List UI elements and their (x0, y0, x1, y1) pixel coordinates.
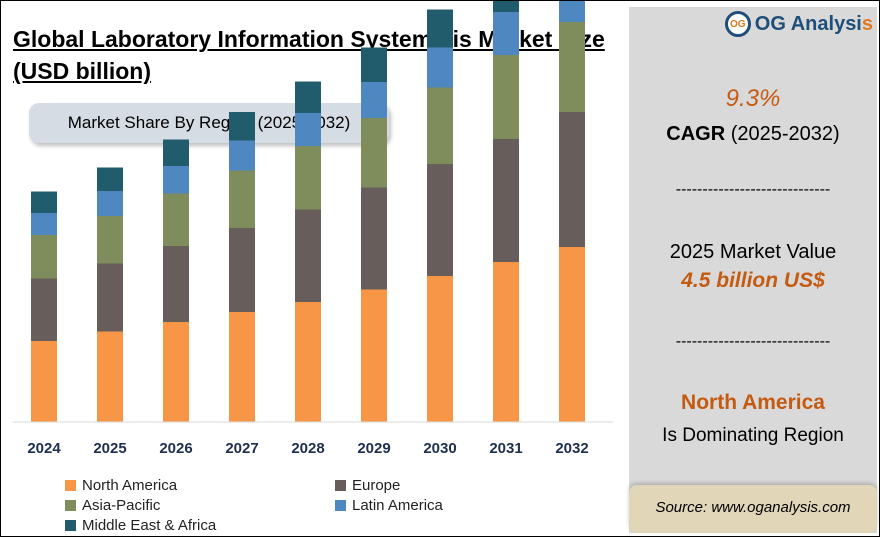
x-tick-label-2026: 2026 (159, 440, 192, 457)
chart-subtitle-badge: Market Share By Region (2025-2032) (29, 103, 389, 143)
bar-segment-2028-north-america (295, 302, 321, 422)
bar-segment-2031-north-america (493, 262, 519, 422)
bar-segment-2026-europe (163, 246, 189, 322)
logo-wordmark: OG Analysis (755, 13, 873, 36)
bar-segment-2025-europe (97, 263, 123, 332)
logo-name-main: OG Analysi (754, 12, 862, 35)
x-tick-label-2027: 2027 (225, 440, 258, 457)
market-value-label: 2025 Market Value (669, 241, 837, 263)
legend-swatch (65, 500, 76, 511)
bar-segment-2025-middle-east-africa (97, 167, 123, 191)
legend-label: Asia-Pacific (82, 497, 161, 514)
x-tick-label-2028: 2028 (291, 440, 324, 457)
logo-mark-icon: OG (724, 11, 751, 37)
bar-segment-2025-north-america (97, 331, 123, 422)
bar-segment-2027-middle-east-africa (229, 112, 255, 141)
x-tick-label-2029: 2029 (357, 440, 390, 457)
bar-segment-2024-middle-east-africa (31, 191, 57, 213)
legend-label: North America (82, 477, 178, 494)
x-tick-label-2024: 2024 (27, 440, 61, 457)
bar-segment-2026-middle-east-africa (163, 139, 189, 166)
bar-segment-2027-europe (229, 228, 255, 312)
bar-segment-2027-north-america (229, 312, 255, 422)
bar-segment-2024-europe (31, 278, 57, 341)
cagr-label: CAGR (666, 123, 726, 145)
cagr-value: 9.3% (725, 85, 781, 112)
source-note: Source: www.oganalysis.com (629, 485, 877, 533)
logo-name-accent: s (861, 12, 873, 35)
legend-item-north-america: North America (65, 477, 177, 494)
x-tick-label-2025: 2025 (93, 440, 126, 457)
bar-segment-2032-north-america (559, 247, 585, 422)
legend-item-latin-america: Latin America (335, 497, 443, 514)
stacked-bar-chart: 2024 2025 2026 2027 2028 2029 2030 2031 2032 (13, 1, 613, 457)
x-tick-label-2032: 2032 (555, 440, 588, 457)
bar-segment-2028-asia-pacific (295, 146, 321, 210)
bar-segment-2026-asia-pacific (163, 193, 189, 246)
bar-segment-2029-europe (361, 187, 387, 290)
legend-swatch (65, 520, 76, 531)
cagr-period: (2025-2032) (730, 123, 840, 145)
bar-segment-2025-latin-america (97, 191, 123, 216)
bar-segment-2025-asia-pacific (97, 216, 123, 264)
legend-label: Latin America (352, 497, 443, 514)
legend-swatch (65, 480, 76, 491)
bar-segment-2029-asia-pacific (361, 118, 387, 188)
summary-panel: OG OG Analysis 9.3% CAGR (2025-2032) ---… (629, 7, 877, 533)
bar-segment-2030-north-america (427, 276, 453, 422)
dominant-note: Is Dominating Region (662, 425, 844, 446)
bar-segment-2028-middle-east-africa (295, 81, 321, 113)
divider-bottom: ----------------------------- (675, 333, 831, 350)
legend-swatch (335, 480, 346, 491)
bar-segment-2032-asia-pacific (559, 22, 585, 112)
bar-segment-2031-middle-east-africa (493, 1, 519, 12)
dominant-region: North America (681, 391, 825, 414)
bar-segment-2028-europe (295, 209, 321, 302)
bar-segment-2026-latin-america (163, 166, 189, 194)
bar-segment-2027-asia-pacific (229, 170, 255, 228)
bar-segment-2030-latin-america (427, 47, 453, 88)
divider-top: ----------------------------- (675, 181, 831, 198)
bar-segment-2024-north-america (31, 341, 57, 422)
legend-item-asia-pacific: Asia-Pacific (65, 497, 160, 514)
cagr-line: CAGR (2025-2032) (629, 123, 877, 146)
x-tick-label-2031: 2031 (489, 440, 522, 457)
legend-item-middle-east-africa: Middle East & Africa (65, 517, 216, 534)
bar-segment-2029-latin-america (361, 82, 387, 118)
market-value: 4.5 billion US$ (681, 269, 825, 292)
bar-segment-2029-middle-east-africa (361, 47, 387, 82)
bar-segment-2028-latin-america (295, 113, 321, 146)
bar-segment-2032-europe (559, 112, 585, 247)
legend-label: Middle East & Africa (82, 517, 217, 534)
bar-segment-2026-north-america (163, 322, 189, 422)
legend-item-europe: Europe (335, 477, 400, 494)
legend-label: Europe (352, 477, 401, 494)
bar-segment-2030-asia-pacific (427, 87, 453, 164)
bar-segment-2029-north-america (361, 289, 387, 422)
legend-swatch (335, 500, 346, 511)
bar-segment-2030-middle-east-africa (427, 9, 453, 48)
bar-segment-2031-latin-america (493, 12, 519, 55)
bar-segment-2030-europe (427, 164, 453, 276)
bar-segment-2024-latin-america (31, 213, 57, 235)
x-tick-label-2030: 2030 (423, 440, 456, 457)
bar-segment-2032-latin-america (559, 1, 585, 22)
bar-segment-2031-asia-pacific (493, 55, 519, 139)
og-analysis-logo: OG OG Analysis (724, 11, 873, 37)
bar-segment-2031-europe (493, 139, 519, 262)
bar-segment-2027-latin-america (229, 140, 255, 171)
bar-segment-2024-asia-pacific (31, 235, 57, 279)
